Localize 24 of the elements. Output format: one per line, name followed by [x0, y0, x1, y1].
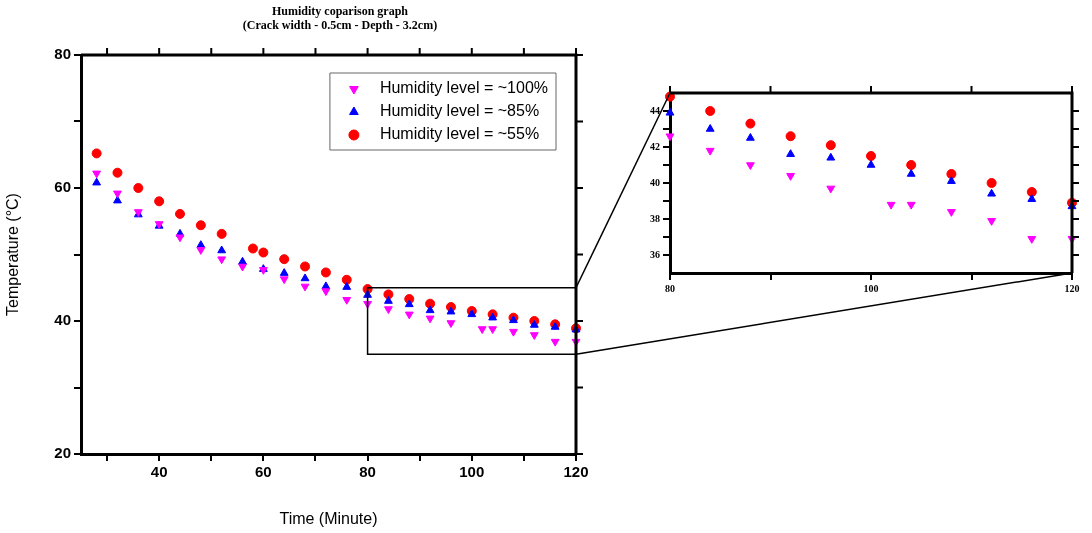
x-tick-label: 100 [459, 463, 485, 481]
y-tick-label: 44 [650, 104, 660, 116]
y-tick-label: 36 [650, 248, 660, 260]
y-axis-title: Temperature (°C) [4, 193, 22, 316]
x-axis-title: Time (Minute) [279, 509, 378, 527]
y-tick-label: 42 [650, 140, 660, 152]
legend-label: Humidity level = ~55% [379, 125, 540, 143]
y-tick-label: 40 [54, 311, 71, 329]
y-tick-label: 20 [54, 444, 71, 462]
chart-subtitle: (Crack width - 0.5cm - Depth - 3.2cm) [242, 18, 438, 32]
y-tick-label: 40 [650, 176, 660, 188]
chart-title: Humidity coparison graph [271, 4, 409, 18]
y-tick-label: 80 [54, 45, 71, 63]
x-tick-label: 120 [1064, 282, 1080, 294]
x-tick-label: 80 [665, 282, 675, 294]
legend-label: Humidity level = ~100% [379, 79, 549, 97]
x-tick-label: 60 [255, 463, 272, 481]
x-tick-label: 100 [863, 282, 879, 294]
x-tick-label: 80 [359, 463, 376, 481]
x-tick-label: 40 [150, 463, 168, 481]
legend-label: Humidity level = ~85% [379, 102, 540, 120]
x-tick-label: 120 [563, 463, 589, 481]
y-tick-label: 60 [54, 178, 71, 196]
y-tick-label: 38 [650, 212, 660, 224]
